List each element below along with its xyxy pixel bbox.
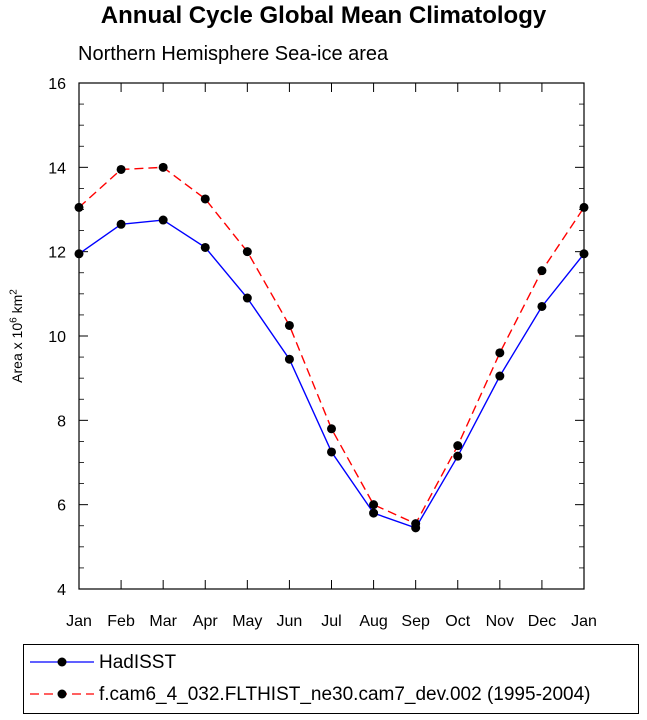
y-tick-label: 6 <box>57 498 66 515</box>
legend-entry-1: HadISST <box>24 648 638 678</box>
series-2-point <box>158 162 168 172</box>
series-1-point <box>158 215 168 225</box>
series-1-point <box>369 508 379 518</box>
series-2-point <box>537 266 547 276</box>
plot-area: 4 6 8 10 12 14 16 Jan Feb Mar Apr May Jun Jul Aug Sep Oc… <box>48 76 597 630</box>
series-2-point <box>74 202 84 212</box>
x-tick-label: Jan <box>571 613 597 630</box>
y-tick-label: 8 <box>57 413 66 430</box>
chart-subtitle: Northern Hemisphere Sea-ice area <box>78 43 389 65</box>
legend-entry-2: f.cam6_4_032.FLTHIST_ne30.cam7_dev.002 (… <box>24 680 638 710</box>
x-tick-label: Nov <box>486 613 514 630</box>
x-tick-label: Jun <box>277 613 303 630</box>
series-1-point <box>74 249 84 259</box>
series-2-point <box>200 194 210 204</box>
x-tick-label: Dec <box>528 613 556 630</box>
y-tick-label: 10 <box>48 329 66 346</box>
x-tick-label: May <box>232 613 262 630</box>
y-tick-label: 14 <box>48 160 66 177</box>
legend-line-2 <box>30 689 94 699</box>
series-2-point <box>411 519 421 529</box>
x-tick-label: Apr <box>193 613 219 630</box>
series-1-point <box>242 293 252 303</box>
series-2-point <box>495 348 505 358</box>
y-tick-label: 12 <box>48 245 66 262</box>
x-tick-label: Jan <box>66 613 92 630</box>
x-tick-label: Mar <box>149 613 177 630</box>
series-1-point <box>453 451 463 461</box>
series-2-point <box>116 164 126 174</box>
series-2-point <box>242 247 252 257</box>
series-1-point <box>495 371 505 381</box>
series-1-point <box>116 219 126 229</box>
x-tick-label: Oct <box>445 613 470 630</box>
legend-label-2: f.cam6_4_032.FLTHIST_ne30.cam7_dev.002 (… <box>99 684 591 705</box>
series-line-1 <box>78 219 585 529</box>
series-1-point <box>537 301 547 311</box>
series-2-point <box>327 424 336 434</box>
y-tick-label: 16 <box>48 76 66 93</box>
series-1-point <box>200 242 210 252</box>
series-2-point <box>369 500 379 510</box>
legend-label-1: HadISST <box>99 652 177 673</box>
x-tick-label: Sep <box>401 613 430 630</box>
series-1-point <box>284 354 294 364</box>
x-tick-label: Jul <box>321 613 341 630</box>
legend: HadISST f.cam6_4_032.FLTHIST_ne30.cam7_d… <box>23 644 639 714</box>
chart-title: Annual Cycle Global Mean Climatology <box>100 2 547 29</box>
y-tick-label: 4 <box>57 582 66 599</box>
x-tick-label: Feb <box>107 613 135 630</box>
x-tick-label: Aug <box>359 613 387 630</box>
legend-line-1 <box>30 657 94 667</box>
series-1-point <box>327 447 336 457</box>
series-1-point <box>579 249 589 259</box>
series-2-point <box>579 202 589 212</box>
series-2-point <box>453 441 463 451</box>
series-2-point <box>284 320 294 330</box>
